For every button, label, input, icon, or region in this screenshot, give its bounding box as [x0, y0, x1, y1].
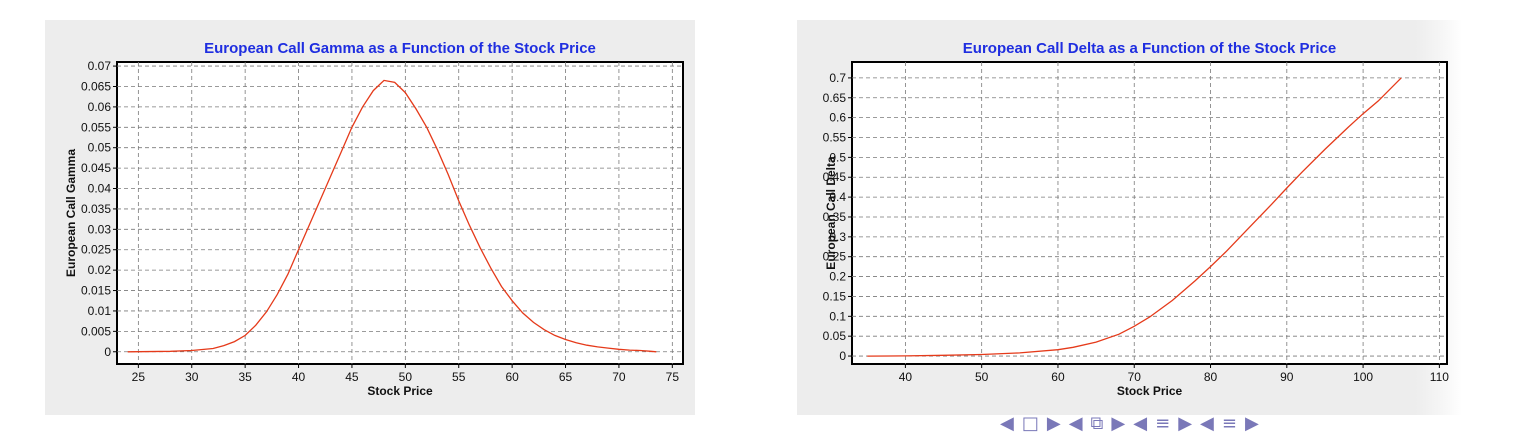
- nav-prev-slide-icon[interactable]: ◀: [1200, 413, 1214, 434]
- y-tick-label: 0.005: [81, 324, 111, 338]
- y-tick-label: 0.07: [88, 59, 112, 73]
- nav-prev-section-icon[interactable]: ◀: [1133, 413, 1148, 434]
- delta-chart-panel: European Call Delta as a Function of the…: [797, 20, 1462, 415]
- y-tick-label: 0.65: [823, 91, 847, 105]
- y-tick-label: 0: [104, 345, 111, 359]
- nav-prev-subsection-icon[interactable]: ◀: [1068, 413, 1083, 434]
- x-tick-label: 55: [452, 370, 466, 384]
- y-tick-label: 0.06: [88, 100, 112, 114]
- nav-section-icon[interactable]: ≡: [1155, 413, 1171, 434]
- x-tick-label: 25: [132, 370, 146, 384]
- y-tick-label: 0.1: [829, 309, 846, 323]
- y-tick-label: 0.7: [829, 71, 846, 85]
- nav-frame-icon[interactable]: □: [1021, 413, 1039, 434]
- y-tick-label: 0.01: [88, 304, 112, 318]
- y-tick-label: 0.4: [829, 190, 846, 204]
- x-tick-label: 35: [238, 370, 252, 384]
- y-tick-label: 0.065: [81, 79, 111, 93]
- nav-subsection-icon[interactable]: ⧉: [1090, 413, 1104, 434]
- y-axis-label: European Call Delta: [824, 156, 838, 270]
- nav-next-slide-icon[interactable]: ▶: [1244, 413, 1259, 434]
- x-tick-label: 40: [292, 370, 306, 384]
- slide-navigation: ◀ □ ▶ ◀ ⧉ ▶ ◀ ≡ ▶ ◀ ≡ ▶: [1000, 414, 1517, 433]
- y-tick-label: 0.03: [88, 222, 112, 236]
- chart-title: European Call Gamma as a Function of the…: [204, 40, 596, 57]
- x-tick-label: 90: [1280, 370, 1294, 384]
- nav-next-frame-icon[interactable]: ▶: [1046, 413, 1061, 434]
- y-tick-label: 0.025: [81, 243, 111, 257]
- gamma-chart-panel: European Call Gamma as a Function of the…: [45, 20, 695, 415]
- plot-area: [851, 61, 1448, 365]
- x-tick-label: 50: [975, 370, 989, 384]
- nav-outline-icon[interactable]: ≡: [1221, 413, 1237, 434]
- y-tick-label: 0.015: [81, 284, 111, 298]
- y-tick-label: 0.05: [823, 329, 847, 343]
- y-tick-label: 0.02: [88, 263, 112, 277]
- y-tick-label: 0.035: [81, 202, 111, 216]
- y-tick-label: 0.3: [829, 230, 846, 244]
- y-tick-label: 0.6: [829, 111, 846, 125]
- plot-area: [116, 61, 684, 365]
- x-axis-label: Stock Price: [1117, 384, 1183, 398]
- chart-title: European Call Delta as a Function of the…: [963, 40, 1336, 57]
- x-axis-label: Stock Price: [367, 384, 433, 398]
- y-tick-label: 0.5: [829, 150, 846, 164]
- gamma-chart: European Call Gamma as a Function of the…: [64, 40, 684, 398]
- y-tick-label: 0.15: [823, 289, 847, 303]
- series-line: [867, 77, 1402, 357]
- delta-chart: European Call Delta as a Function of the…: [823, 40, 1450, 398]
- y-axis-label: European Call Gamma: [64, 149, 78, 277]
- nav-next-subsection-icon[interactable]: ▶: [1111, 413, 1126, 434]
- x-tick-label: 60: [505, 370, 519, 384]
- y-tick-label: 0.55: [823, 131, 847, 145]
- x-tick-label: 60: [1051, 370, 1065, 384]
- y-tick-label: 0.2: [829, 270, 846, 284]
- y-tick-label: 0.35: [823, 210, 847, 224]
- x-tick-label: 30: [185, 370, 199, 384]
- x-tick-label: 40: [899, 370, 913, 384]
- x-tick-label: 70: [1128, 370, 1142, 384]
- y-tick-label: 0: [839, 349, 846, 363]
- x-tick-label: 50: [399, 370, 413, 384]
- y-tick-label: 0.055: [81, 120, 111, 134]
- series-line: [127, 79, 657, 353]
- y-tick-label: 0.045: [81, 161, 111, 175]
- y-tick-label: 0.05: [88, 141, 112, 155]
- x-tick-label: 80: [1204, 370, 1218, 384]
- y-tick-label: 0.04: [88, 182, 112, 196]
- y-tick-label: 0.45: [823, 170, 847, 184]
- x-tick-label: 75: [666, 370, 680, 384]
- x-tick-label: 45: [345, 370, 359, 384]
- x-tick-label: 70: [612, 370, 626, 384]
- nav-next-section-icon[interactable]: ▶: [1178, 413, 1193, 434]
- x-tick-label: 65: [559, 370, 573, 384]
- y-tick-label: 0.25: [823, 250, 847, 264]
- x-tick-label: 110: [1430, 370, 1449, 384]
- nav-prev-frame-icon[interactable]: ◀: [1000, 413, 1014, 434]
- x-tick-label: 100: [1353, 370, 1373, 384]
